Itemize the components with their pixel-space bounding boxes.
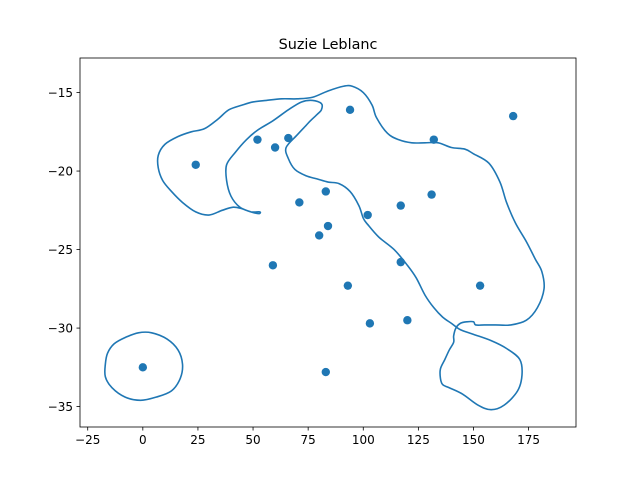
- data-point: [396, 257, 405, 267]
- data-point: [345, 105, 355, 115]
- x-tick-label: 125: [407, 433, 430, 447]
- data-point: [403, 316, 412, 325]
- data-point: [427, 190, 436, 199]
- data-point: [314, 231, 324, 240]
- axes-frame: [79, 57, 577, 428]
- x-tick-label: −25: [75, 433, 100, 447]
- data-point: [363, 210, 372, 220]
- data-point: [138, 363, 148, 372]
- data-point: [268, 261, 278, 270]
- plot-area: [103, 84, 546, 411]
- contour-line-1: [103, 331, 184, 402]
- x-tick-label: 50: [245, 433, 260, 447]
- x-tick-label: 100: [352, 433, 375, 447]
- data-point: [284, 133, 293, 143]
- data-point: [475, 281, 485, 290]
- data-point: [270, 143, 280, 152]
- data-point: [365, 319, 375, 328]
- data-point: [429, 135, 439, 144]
- chart-title: Suzie Leblanc: [279, 37, 378, 53]
- y-tick-label: −30: [48, 322, 73, 336]
- x-tick-label: 75: [301, 433, 316, 447]
- data-point: [343, 281, 353, 290]
- data-point: [295, 198, 304, 207]
- data-point: [191, 160, 200, 169]
- x-tick-label: 25: [190, 433, 205, 447]
- data-point: [323, 221, 333, 231]
- x-tick-label: 150: [462, 433, 485, 447]
- y-tick-label: −15: [48, 86, 73, 100]
- plot-content: [103, 84, 546, 411]
- y-tick-label: −20: [48, 165, 73, 179]
- data-point: [321, 367, 330, 377]
- y-tick-label: −35: [48, 400, 73, 414]
- data-point: [508, 111, 518, 121]
- contour-line-2: [156, 84, 546, 411]
- data-point: [396, 201, 405, 210]
- x-tick-label: 175: [517, 433, 540, 447]
- axes: −25 0 25 50 75 100 125 150 175 −15 −20 −25 −30 −35: [48, 57, 577, 447]
- y-tick-label: −25: [48, 243, 73, 257]
- data-point: [321, 187, 330, 196]
- data-point: [253, 135, 262, 144]
- x-tick-label: 0: [139, 433, 147, 447]
